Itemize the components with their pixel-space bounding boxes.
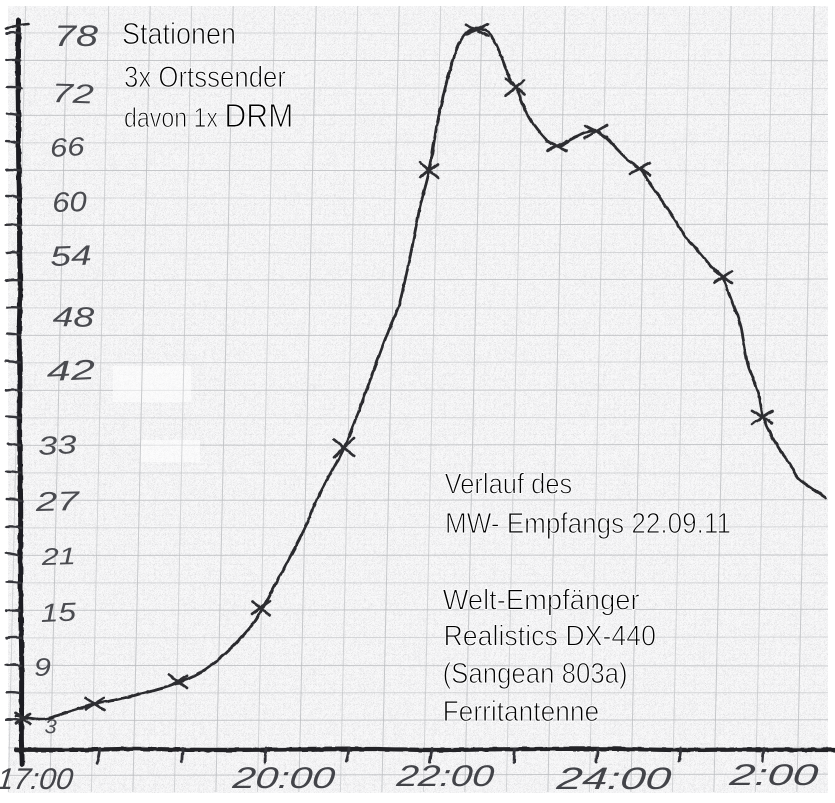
svg-text:66: 66: [49, 131, 86, 163]
svg-text:27: 27: [34, 486, 80, 517]
svg-text:72: 72: [51, 78, 94, 109]
svg-text:15: 15: [40, 597, 77, 628]
svg-text:48: 48: [52, 301, 95, 333]
svg-text:Realistics DX-440: Realistics DX-440: [444, 621, 657, 653]
svg-text:Verlauf des: Verlauf des: [445, 469, 573, 501]
svg-text:60: 60: [52, 186, 88, 218]
svg-text:42: 42: [46, 354, 96, 387]
svg-text:54: 54: [50, 240, 93, 272]
svg-text:MW- Empfangs 22.09.11: MW- Empfangs 22.09.11: [445, 508, 731, 540]
svg-text:Ferritantenne: Ferritantenne: [443, 696, 600, 728]
svg-text:17:00: 17:00: [0, 763, 75, 796]
svg-text:21: 21: [40, 543, 76, 571]
svg-text:78: 78: [54, 20, 98, 53]
svg-text:22:00: 22:00: [394, 760, 496, 793]
svg-text:davon 1x: davon 1x: [124, 102, 218, 133]
svg-text:9: 9: [33, 653, 51, 682]
svg-text:Stationen: Stationen: [122, 16, 236, 51]
svg-text:20:00: 20:00: [230, 762, 337, 795]
svg-text:DRM: DRM: [224, 97, 293, 134]
svg-text:3x Ortssender: 3x Ortssender: [124, 61, 286, 94]
svg-text:Welt-Empfänger: Welt-Empfänger: [443, 585, 640, 617]
svg-text:24:00: 24:00: [554, 761, 674, 796]
svg-text:(Sangean 803a): (Sangean 803a): [443, 658, 628, 690]
svg-text:33: 33: [37, 429, 78, 461]
svg-text:2:00: 2:00: [727, 759, 820, 792]
svg-text:3: 3: [44, 716, 57, 738]
